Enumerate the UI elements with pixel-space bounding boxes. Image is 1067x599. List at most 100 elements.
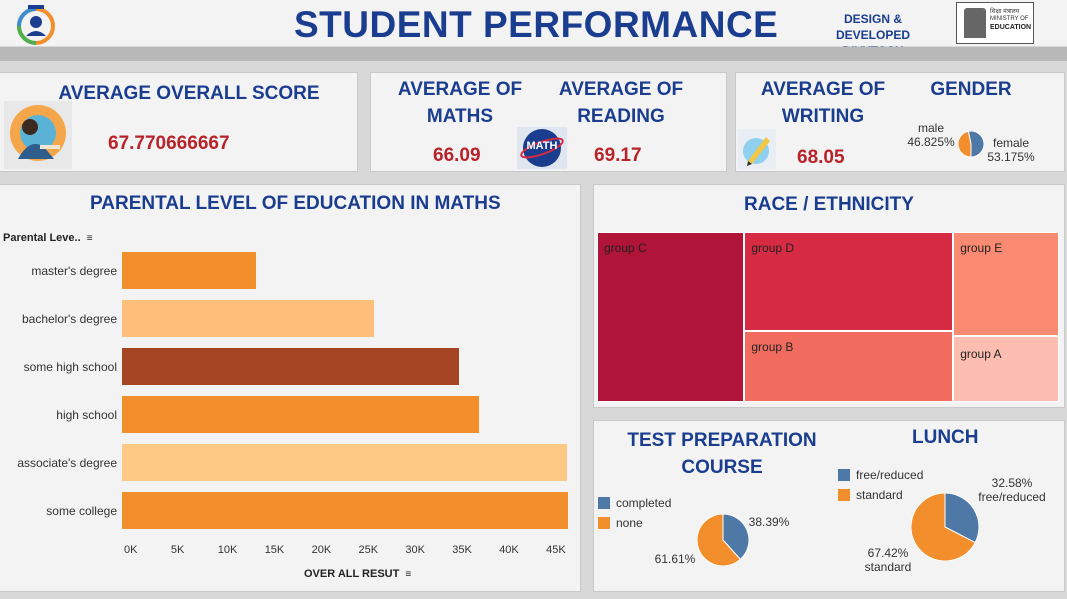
lunch-title: LUNCH (912, 427, 979, 448)
race-ethnicity-title: RACE / ETHNICITY (744, 194, 914, 215)
bar-master-s-degree[interactable] (122, 252, 256, 289)
legend-none: none (616, 516, 643, 530)
axis-sort-icon[interactable]: ≡ (405, 569, 412, 580)
kpi-writing-gender-panel: AVERAGE OF WRITING 68.05 GENDER male 46.… (735, 72, 1065, 172)
legend-none-swatch (598, 517, 610, 529)
lunch-standard-pct: 67.42% (867, 546, 909, 560)
pie-slice-male[interactable] (958, 131, 972, 157)
lunch-free-label: 32.58% free/reduced (970, 476, 1054, 504)
math-badge-text: MATH (526, 140, 558, 152)
x-tick-label: 10K (217, 544, 238, 556)
treemap-cell-group-D[interactable]: group D (744, 232, 954, 331)
treemap-cell-group-B[interactable]: group B (744, 330, 954, 402)
x-tick-label: 0K (124, 544, 138, 556)
gender-male-name: male (917, 121, 944, 135)
parental-column-header: Parental Leve.. ≡ (3, 232, 93, 244)
gender-male-pct: 46.825% (907, 135, 955, 149)
legend-free-reduced: free/reduced (856, 468, 924, 482)
gender-female-name: female (992, 136, 1030, 150)
parental-education-title: PARENTAL LEVEL OF EDUCATION IN MATHS (90, 193, 501, 214)
bar-some-college[interactable] (122, 492, 569, 529)
kpi-overall-title: AVERAGE OVERALL SCORE (58, 83, 320, 104)
test-lunch-panel (593, 420, 1065, 592)
x-tick-label: 45K (546, 544, 566, 556)
test-prep-pie-chart (697, 514, 749, 566)
education-logo-icon (17, 5, 55, 45)
kpi-reading-value: 69.17 (594, 145, 642, 166)
bar-associate-s-degree[interactable] (122, 444, 568, 481)
bar-high-school[interactable] (122, 396, 479, 433)
gender-female-pct: 53.175% (987, 150, 1035, 164)
bar-category-label: some high school (23, 360, 117, 374)
x-tick-label: 30K (405, 544, 425, 556)
bar-category-label: high school (56, 408, 117, 422)
kpi-writing-title: AVERAGE OF WRITING (748, 76, 898, 130)
designer-line1: DESIGN & DEVELOPED (835, 12, 910, 42)
logo-text-line3: EDUCATION (990, 24, 1032, 31)
parental-axis-title: OVER ALL RESUT ≡ (304, 568, 411, 580)
treemap-label: group E (960, 241, 1003, 255)
sort-icon[interactable]: ≡ (86, 233, 93, 244)
legend-standard-swatch (838, 489, 850, 501)
pie-slice-female[interactable] (967, 131, 984, 157)
kpi-reading-title-line1: AVERAGE OF (558, 79, 684, 100)
pie-slice-free-reduced[interactable] (944, 493, 979, 544)
test-prep-title-line1: TEST PREPARATION (627, 430, 817, 451)
emblem-icon (964, 8, 986, 38)
kpi-maths-reading-panel: AVERAGE OF MATHS 66.09 MATH AVERAGE OF R… (370, 72, 727, 172)
kpi-maths-title-line2: MATHS (426, 106, 494, 127)
x-tick-label: 5K (170, 544, 185, 556)
treemap-cell-group-A[interactable]: group A (953, 335, 1059, 402)
kpi-overall-panel: AVERAGE OVERALL SCORE 67.770666667 (0, 72, 358, 172)
kpi-reading-title-line2: READING (577, 106, 665, 127)
logo-text-hindi: शिक्षा मंत्रालय (990, 9, 1020, 15)
bar-category-label: master's degree (31, 264, 117, 278)
math-badge-icon: MATH (517, 127, 567, 169)
pen-writing-icon (738, 129, 776, 169)
gender-male-label: male 46.825% (901, 121, 961, 149)
gender-female-label: female 53.175% (981, 136, 1041, 164)
header-separator (0, 47, 1067, 61)
x-tick-label: 20K (311, 544, 332, 556)
kpi-writing-value: 68.05 (797, 147, 845, 168)
lunch-pie-chart (911, 493, 979, 561)
test-completed-pct: 38.39% (748, 515, 790, 529)
gender-pie-chart (958, 131, 984, 157)
x-tick-label: 40K (499, 544, 519, 556)
x-tick-label: 25K (358, 544, 379, 556)
lunch-free-pct: 32.58% (991, 476, 1033, 490)
logo-text-line2: MINISTRY OF (990, 16, 1029, 22)
bar-category-label: some college (46, 504, 117, 518)
legend-free-swatch (838, 469, 850, 481)
parental-education-panel (0, 184, 581, 592)
parental-axis-title-text: OVER ALL RESUT (304, 568, 400, 580)
lunch-standard-label: 67.42% standard (858, 546, 918, 574)
parental-column-header-text: Parental Leve.. (3, 232, 81, 244)
kpi-maths-title-line1: AVERAGE OF (397, 79, 523, 100)
x-tick-label: 15K (264, 544, 285, 556)
bar-bachelor-s-degree[interactable] (122, 300, 374, 337)
treemap-cell-group-C[interactable]: group C (597, 232, 745, 402)
pie-slice-completed[interactable] (722, 514, 749, 561)
bar-some-high-school[interactable] (122, 348, 460, 385)
test-none-pct: 61.61% (654, 552, 696, 566)
ministry-logo: शिक्षा मंत्रालय MINISTRY OF EDUCATION (956, 2, 1034, 44)
kpi-overall-value: 67.770666667 (108, 133, 230, 154)
treemap-label: group A (960, 346, 1002, 361)
test-prep-title-line2: COURSE (681, 457, 763, 478)
pie-slice-standard[interactable] (911, 493, 976, 561)
kpi-maths-value: 66.09 (433, 145, 481, 166)
test-prep-title: TEST PREPARATION COURSE (608, 427, 836, 481)
lunch-free-name: free/reduced (978, 490, 1046, 504)
x-tick-label: 35K (452, 544, 472, 556)
gender-title: GENDER (930, 79, 1012, 100)
legend-standard: standard (856, 488, 903, 502)
kpi-reading-title: AVERAGE OF READING (546, 76, 696, 130)
legend-completed: completed (616, 496, 672, 510)
treemap-label: group D (751, 241, 795, 255)
kpi-maths-title: AVERAGE OF MATHS (385, 76, 535, 130)
treemap-cell-group-E[interactable]: group E (953, 232, 1059, 336)
pie-slice-none[interactable] (697, 514, 742, 566)
kpi-writing-title-line2: WRITING (781, 106, 865, 127)
page-title: STUDENT PERFORMANCE (294, 4, 779, 45)
